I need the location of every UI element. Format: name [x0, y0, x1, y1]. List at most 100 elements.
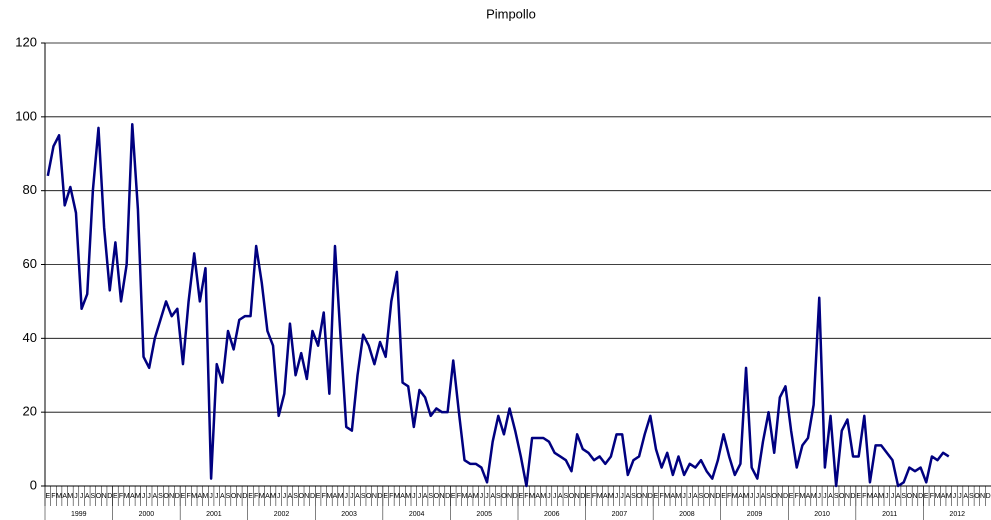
x-tick-label: F [254, 493, 258, 500]
x-tick-label: A [490, 493, 495, 500]
x-tick-label: E [248, 493, 253, 500]
x-tick-label: E [586, 493, 591, 500]
x-tick-label: A [828, 493, 833, 500]
x-tick-label: D [175, 493, 180, 500]
x-tick-label: M [203, 493, 209, 500]
x-tick-label: N [102, 493, 107, 500]
x-tick-label: F [930, 493, 934, 500]
x-tick-label: A [423, 493, 428, 500]
x-tick-label: F [862, 493, 866, 500]
x-tick-label: F [457, 493, 461, 500]
x-tick-label: D [918, 493, 923, 500]
x-tick-label: J [756, 493, 760, 500]
x-tick-label: N [575, 493, 580, 500]
x-tick-label: E [181, 493, 186, 500]
x-tick-label: S [969, 493, 974, 500]
x-tick-label: F [727, 493, 731, 500]
x-tick-label: D [715, 493, 720, 500]
x-tick-label: A [761, 493, 766, 500]
x-tick-label: M [608, 493, 614, 500]
x-tick-label: M [935, 493, 941, 500]
x-tick-label: M [135, 493, 141, 500]
x-tick-label: M [191, 493, 197, 500]
x-tick-label: S [428, 493, 433, 500]
year-label: 2012 [949, 511, 965, 518]
x-tick-label: J [209, 493, 213, 500]
x-tick-label: D [783, 493, 788, 500]
x-tick-label: E [383, 493, 388, 500]
x-tick-label: S [766, 493, 771, 500]
year-label: 2006 [544, 511, 560, 518]
x-tick-label: F [659, 493, 663, 500]
x-tick-label: J [142, 493, 146, 500]
y-tick-label: 20 [23, 404, 37, 419]
x-tick-label: A [333, 493, 338, 500]
x-tick-label: S [699, 493, 704, 500]
x-tick-label: J [553, 493, 557, 500]
x-tick-label: J [215, 493, 219, 500]
x-tick-label: M [676, 493, 682, 500]
x-tick-label: M [259, 493, 265, 500]
x-tick-label: N [777, 493, 782, 500]
x-tick-label: M [878, 493, 884, 500]
x-tick-label: E [451, 493, 456, 500]
x-tick-label: N [507, 493, 512, 500]
x-tick-label: J [74, 493, 78, 500]
x-tick-label: O [231, 493, 237, 500]
y-tick-label: 100 [15, 108, 37, 123]
x-tick-label: O [96, 493, 102, 500]
x-tick-label: M [270, 493, 276, 500]
x-tick-label: A [400, 493, 405, 500]
x-tick-label: A [198, 493, 203, 500]
x-tick-label: J [350, 493, 354, 500]
x-tick-label: J [885, 493, 889, 500]
x-tick-label: E [113, 493, 118, 500]
x-tick-label: S [361, 493, 366, 500]
x-tick-label: A [265, 493, 270, 500]
x-tick-label: N [710, 493, 715, 500]
x-tick-label: J [891, 493, 895, 500]
x-tick-label: F [51, 493, 55, 500]
x-tick-label: E [316, 493, 321, 500]
x-tick-label: J [547, 493, 551, 500]
x-tick-label: J [953, 493, 957, 500]
x-tick-label: O [569, 493, 575, 500]
x-tick-label: D [580, 493, 585, 500]
x-tick-label: A [603, 493, 608, 500]
x-tick-label: J [485, 493, 489, 500]
y-tick-label: 80 [23, 182, 37, 197]
x-tick-label: A [558, 493, 563, 500]
x-tick-label: D [986, 493, 991, 500]
x-tick-label: D [445, 493, 450, 500]
x-tick-label: A [693, 493, 698, 500]
x-tick-label: E [856, 493, 861, 500]
x-tick-label: J [412, 493, 416, 500]
data-line [46, 122, 950, 488]
x-tick-label: J [147, 493, 151, 500]
x-tick-label: M [394, 493, 400, 500]
x-tick-label: A [896, 493, 901, 500]
year-label: 2002 [274, 511, 290, 518]
x-tick-label: A [671, 493, 676, 500]
year-label: 2003 [341, 511, 357, 518]
x-tick-label: A [355, 493, 360, 500]
x-tick-label: E [789, 493, 794, 500]
year-label: 2005 [476, 511, 492, 518]
x-tick-label: S [834, 493, 839, 500]
x-tick-label: M [405, 493, 411, 500]
x-tick-label: O [907, 493, 913, 500]
x-tick-label: J [277, 493, 281, 500]
x-tick-label: E [924, 493, 929, 500]
x-tick-label: A [625, 493, 630, 500]
year-label: 2007 [612, 511, 628, 518]
x-tick-label: M [597, 493, 603, 500]
x-tick-label: D [107, 493, 112, 500]
x-tick-label: A [130, 493, 135, 500]
x-tick-label: S [631, 493, 636, 500]
y-tick-label: 120 [15, 34, 37, 49]
x-tick-label: M [811, 493, 817, 500]
x-tick-label: F [186, 493, 190, 500]
x-tick-label: S [901, 493, 906, 500]
x-tick-label: M [473, 493, 479, 500]
